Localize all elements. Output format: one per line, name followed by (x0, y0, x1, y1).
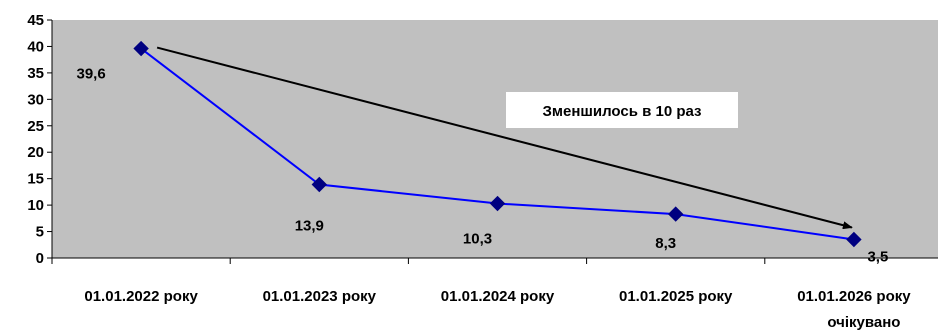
y-tick-label: 15 (27, 171, 44, 188)
y-tick-label: 35 (27, 65, 44, 82)
data-point-marker (133, 40, 149, 57)
trend-annotation: Зменшилось в 10 раз (156, 46, 853, 230)
trend-arrow (156, 46, 853, 230)
x-category-label: 01.01.2024 року (441, 288, 555, 305)
y-tick-label: 45 (27, 12, 44, 29)
y-tick-label: 30 (27, 91, 44, 108)
data-label: 10,3 (463, 231, 492, 248)
data-label: 8,3 (655, 235, 676, 252)
y-tick-label: 0 (36, 250, 44, 267)
x-category-label: 01.01.2023 року (263, 288, 377, 305)
annotation-box (506, 92, 738, 128)
x-category-label: 01.01.2022 року (84, 288, 198, 305)
y-tick-label: 10 (27, 197, 44, 214)
data-point-marker (311, 176, 328, 193)
x-category-label: 01.01.2026 року очікувано (797, 288, 911, 331)
x-category-label: 01.01.2025 року (619, 288, 733, 305)
series-1: 39,6 13,9 10,3 8,3 3,5 (76, 40, 888, 265)
data-point-marker (489, 195, 506, 212)
y-tick-label: 5 (36, 224, 44, 241)
data-point-marker (846, 231, 862, 248)
data-label: 3,5 (867, 248, 888, 265)
y-tick-label: 25 (27, 118, 44, 135)
y-axis: 0 5 10 15 20 25 30 35 40 45 (27, 12, 53, 267)
y-tick-label: 40 (27, 38, 44, 55)
annotation-text: Зменшилось в 10 раз (542, 103, 701, 120)
y-tick-label: 20 (27, 144, 44, 161)
x-axis: 01.01.2022 року 01.01.2023 року 01.01.2024… (51, 257, 938, 331)
data-point-marker (667, 206, 684, 222)
data-label: 39,6 (76, 66, 105, 83)
data-label: 13,9 (295, 217, 324, 234)
plot-area (52, 20, 938, 258)
